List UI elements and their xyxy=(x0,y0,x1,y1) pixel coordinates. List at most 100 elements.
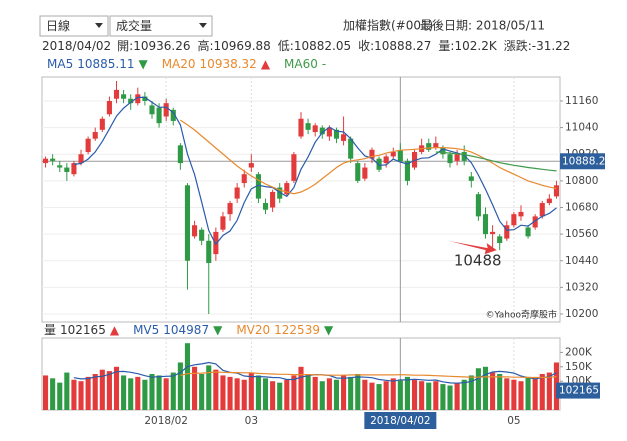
candle-body xyxy=(106,100,112,115)
volume-bar xyxy=(248,372,254,410)
volume-bar xyxy=(390,378,396,410)
volume-bar xyxy=(113,366,120,410)
volume-bar xyxy=(355,374,361,410)
dropdown-box[interactable] xyxy=(109,15,213,37)
y-tick-label: 10200 xyxy=(565,308,598,320)
candle-body xyxy=(42,158,49,164)
legend-trend: ▲ xyxy=(110,323,120,337)
candle-body xyxy=(128,98,134,104)
volume-bar xyxy=(262,378,269,410)
volume-bar xyxy=(85,376,91,410)
date-box-label: 2018/04/02 xyxy=(370,415,431,427)
volume-bar xyxy=(376,384,382,410)
candle-body xyxy=(511,214,517,226)
dropdown-box[interactable] xyxy=(39,15,109,37)
candle-body xyxy=(177,145,183,164)
candle-body xyxy=(539,203,545,217)
volume-bar xyxy=(319,381,325,410)
candle-body xyxy=(454,154,460,161)
volume-bar xyxy=(234,378,240,410)
legend-value: 122539 xyxy=(274,323,320,337)
candle-body xyxy=(284,183,290,195)
high-label: 高: xyxy=(197,38,213,53)
volume-bar xyxy=(92,374,98,410)
candle-body xyxy=(333,129,340,139)
x-tick-label: 05 xyxy=(507,415,520,427)
candle-body xyxy=(170,109,176,121)
candle-body xyxy=(305,123,311,130)
volume-bar xyxy=(341,375,347,410)
indicator-dropdown[interactable]: 成交量 xyxy=(109,15,213,37)
candle-body xyxy=(85,138,91,153)
candle-body xyxy=(57,165,63,168)
close-value: 10888.27 xyxy=(374,39,431,53)
low-value: 10882.05 xyxy=(294,39,351,53)
legend-value: 10938.32 xyxy=(200,57,257,71)
candle-body xyxy=(206,240,212,263)
volume-bar xyxy=(383,381,389,410)
candle-body xyxy=(262,203,269,210)
volume-bar xyxy=(312,376,318,410)
candle-body xyxy=(341,134,347,141)
candle-body xyxy=(142,96,148,101)
change-label: 漲跌: xyxy=(504,38,532,53)
price-box xyxy=(560,153,605,170)
dropdown-arrow[interactable] xyxy=(199,23,207,28)
legend-trend: ▲ xyxy=(261,57,271,71)
y-tick-label: 10680 xyxy=(565,201,598,213)
volume-bar xyxy=(404,376,410,410)
volume-label: 量: xyxy=(438,39,454,53)
candle-body xyxy=(234,187,240,199)
volume-value: 102.2K xyxy=(454,39,497,53)
date: 2018/04/02 xyxy=(42,39,111,53)
y-tick-label: 10320 xyxy=(565,281,598,293)
y-tick-label: 10560 xyxy=(565,228,598,240)
volume-bar xyxy=(426,382,432,410)
candle-body xyxy=(255,174,261,199)
candle-body xyxy=(227,203,233,215)
candle-body xyxy=(241,174,247,184)
candle-body xyxy=(213,231,219,255)
candle-body xyxy=(78,154,84,164)
volume-bar xyxy=(149,374,155,410)
ma-line xyxy=(435,151,557,172)
volume-bar xyxy=(454,382,460,410)
last-date: 最後日期: 2018/05/11 xyxy=(420,19,545,33)
volume-bar xyxy=(362,379,368,410)
candle-body xyxy=(149,105,155,115)
mv-line xyxy=(180,371,557,379)
volume-bar xyxy=(192,366,198,410)
period-dropdown[interactable]: 日線 xyxy=(39,15,109,37)
candle-body xyxy=(184,185,191,261)
volume-bar xyxy=(490,372,496,410)
volume-bar xyxy=(305,374,311,410)
volume-bar xyxy=(539,374,545,410)
volume-bar xyxy=(291,375,297,410)
candle-body xyxy=(220,216,226,230)
volume-bar xyxy=(220,375,226,410)
legend-value: 102165 xyxy=(60,323,106,337)
volume-bar xyxy=(511,379,517,410)
volume-bar xyxy=(525,376,531,410)
volume-bar xyxy=(241,379,247,410)
volume-bar xyxy=(99,369,105,410)
dropdown-arrow[interactable] xyxy=(95,23,103,28)
dropdown-text[interactable]: 日線 xyxy=(46,18,70,33)
volume-bar xyxy=(135,376,141,410)
volume-bar xyxy=(128,378,134,410)
candle-body xyxy=(404,160,410,181)
high-value: 10969.88 xyxy=(214,39,271,53)
candle-body xyxy=(270,191,276,208)
symbol: 加權指數(#001) xyxy=(343,18,433,33)
volume-bar xyxy=(419,381,425,410)
volume-bar xyxy=(518,381,524,410)
dropdown-text[interactable]: 成交量 xyxy=(116,18,152,33)
volume-bar xyxy=(532,378,538,410)
candle-body xyxy=(355,163,361,181)
volume-bar xyxy=(184,343,191,410)
volume-bar xyxy=(121,375,127,410)
legend-name: MA5 xyxy=(47,57,73,71)
candle-body xyxy=(319,127,325,135)
candle-body xyxy=(113,89,120,99)
